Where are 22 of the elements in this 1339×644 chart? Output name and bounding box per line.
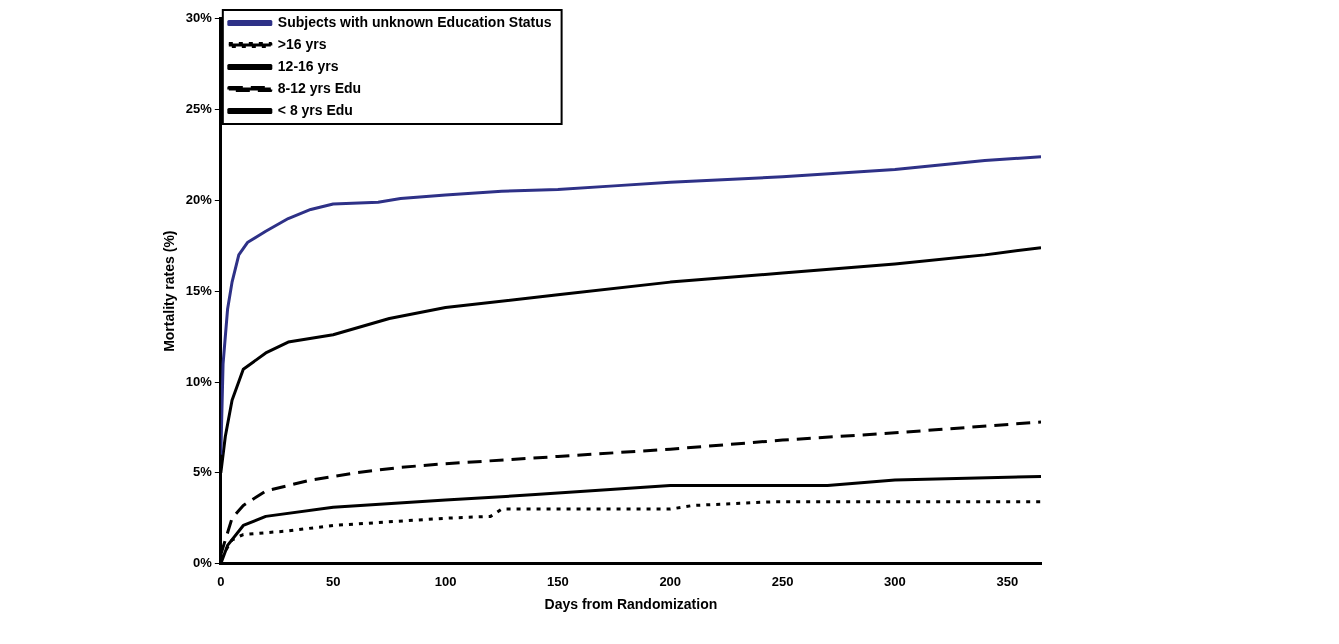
y-tick-label: 0% (193, 555, 213, 571)
legend-label: 12-16 yrs (277, 57, 339, 74)
x-tick-label: 150 (547, 573, 569, 589)
x-tick-label: 300 (884, 573, 906, 589)
legend-label: 8-12 yrs Edu (277, 79, 362, 96)
y-tick-label: 15% (185, 282, 213, 298)
x-tick-label: 100 (434, 573, 457, 589)
x-tick-label: 50 (325, 573, 341, 589)
x-axis-title: Days from Randomization (544, 596, 718, 613)
y-tick-label: 10% (185, 373, 213, 389)
y-tick-label: 5% (193, 464, 213, 480)
legend-label: Subjects with unknown Education Status (277, 13, 552, 30)
y-axis-title: Mortality rates (%) (161, 230, 178, 352)
x-tick-label: 200 (659, 573, 682, 589)
y-tick-label: 30% (185, 10, 213, 26)
x-tick-label: 250 (771, 573, 794, 589)
y-tick-label: 25% (185, 101, 213, 117)
legend-label: >16 yrs (277, 35, 327, 52)
legend-label: < 8 yrs Edu (277, 101, 353, 118)
x-tick-label: 0 (217, 573, 225, 589)
x-tick-label: 350 (996, 573, 1019, 589)
y-tick-label: 20% (185, 191, 213, 207)
